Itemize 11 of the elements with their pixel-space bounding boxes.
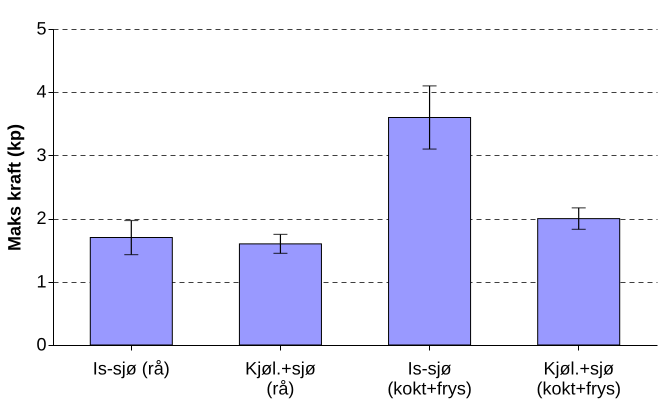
y-tick-label: 3 xyxy=(36,144,46,165)
y-tick-label: 5 xyxy=(36,18,46,38)
y-tick-label: 2 xyxy=(36,208,46,228)
y-tick-label: 4 xyxy=(36,82,46,102)
y-tick-label: 0 xyxy=(36,334,46,354)
x-tick-label: Kjøl.+sjø (kokt+frys) xyxy=(536,358,621,398)
x-tick-label: Kjøl.+sjø (rå) xyxy=(245,358,316,398)
x-tick-label: Is-sjø (rå) xyxy=(92,358,170,378)
x-tick-label: Is-sjø (kokt+frys) xyxy=(387,358,472,398)
y-tick-label: 1 xyxy=(36,271,46,292)
y-axis-title: Maks kraft (kp) xyxy=(4,124,24,252)
